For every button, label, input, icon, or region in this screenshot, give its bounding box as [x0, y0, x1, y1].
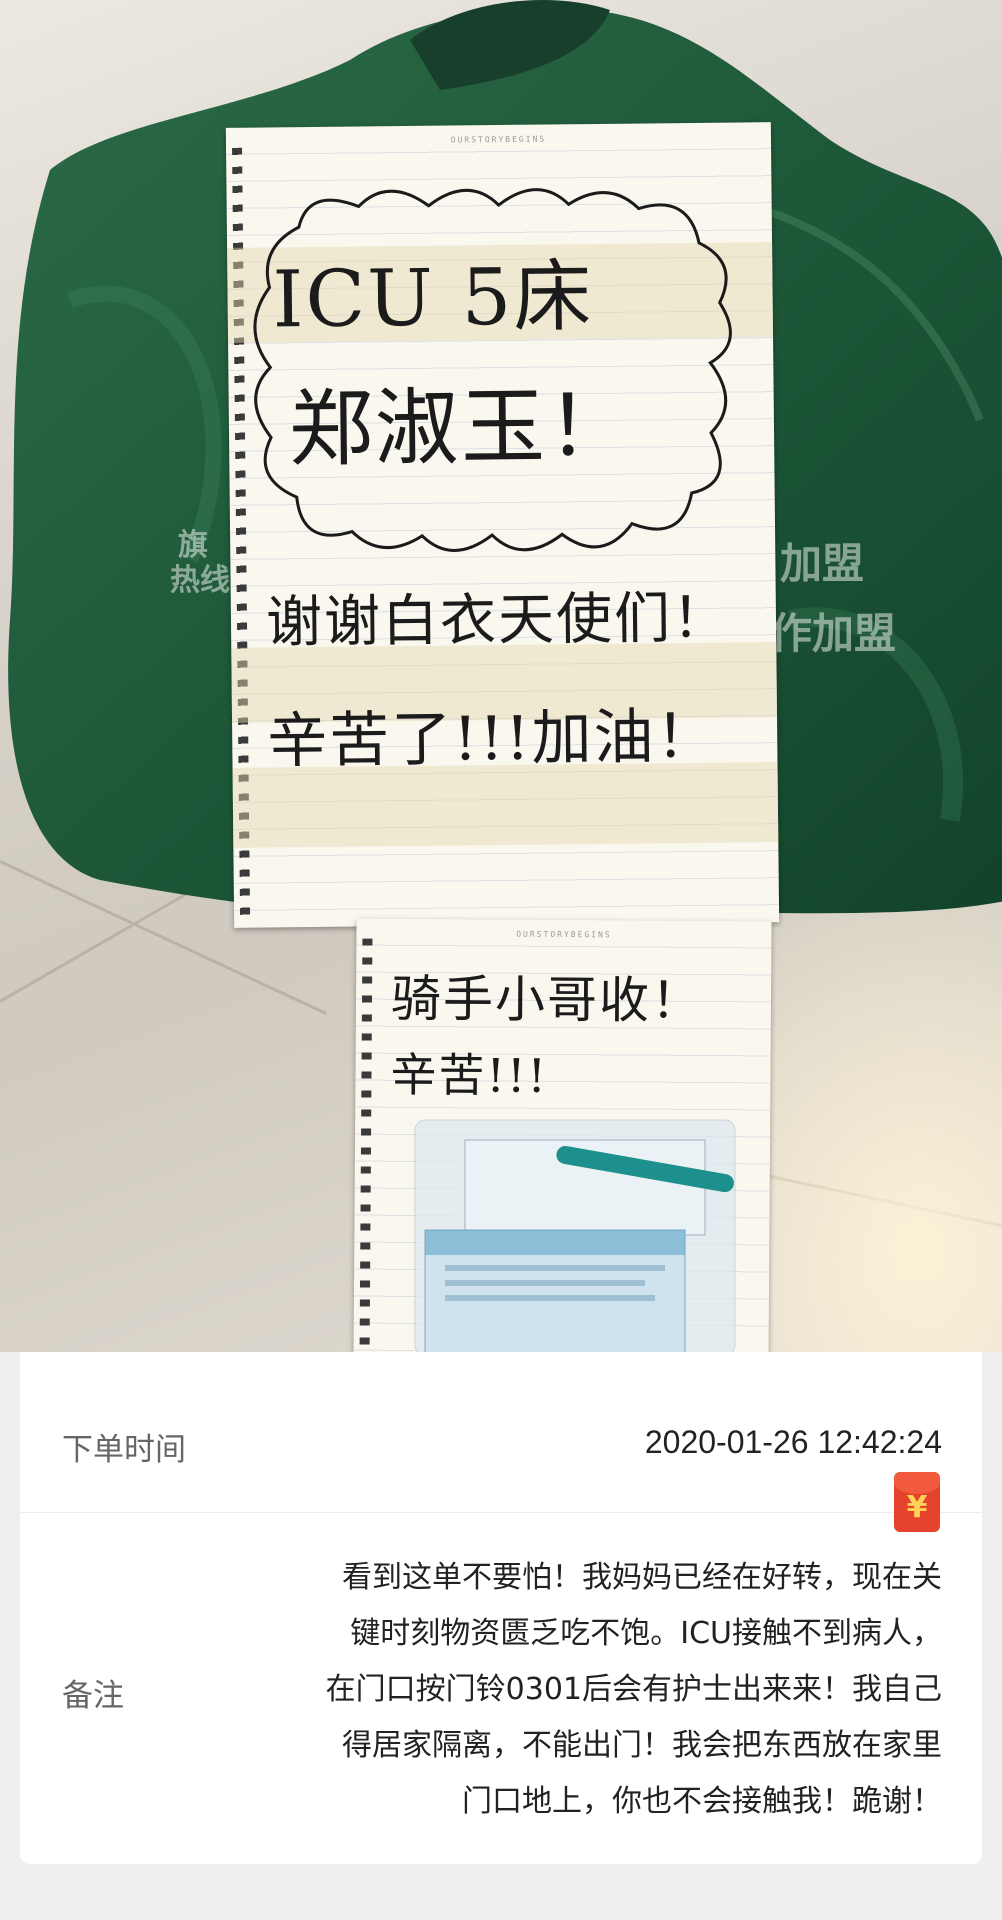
handwritten-note-main: OURSTORYBEGINS ICU 5床 郑淑玉！ 谢谢白衣天使们！ 辛苦了!…: [225, 122, 780, 928]
note-line-bed: ICU 5床: [272, 252, 594, 346]
bag-print-text: 热线: [170, 563, 230, 598]
cloud-doodle: [253, 188, 732, 552]
note-line-patient-name: 郑淑玉！: [288, 376, 634, 479]
note-line-cheer: 辛苦了!!!加油！: [266, 701, 718, 777]
order-photo: 加盟 作加盟 热线 旗 OURSTORYBEGINS ICU 5床 郑淑玉！ 谢…: [0, 0, 1002, 1352]
remark-text: 看到这单不要怕！我妈妈已经在好转，现在关 键时刻物资匮乏吃不饱。ICU接触不到病…: [222, 1550, 942, 1830]
rider-note-line1: 骑手小哥收！: [390, 969, 704, 1030]
remark-line: 在门口按门铃0301后会有护士出来来！我自己: [325, 1672, 942, 1707]
yen-symbol: ¥: [906, 1490, 928, 1525]
remark-line: 门口地上，你也不会接触我！跪谢！: [462, 1784, 942, 1819]
remark-line: 看到这单不要怕！我妈妈已经在好转，现在关: [342, 1560, 942, 1595]
note-line-thanks: 谢谢白衣天使们！: [265, 585, 731, 656]
order-time-row: [20, 1412, 982, 1513]
bag-print-text: 加盟: [780, 539, 865, 588]
gift-packet: [414, 1119, 736, 1352]
order-time-value: 2020-01-26 12:42:24: [644, 1424, 942, 1460]
order-time-label: 下单时间: [62, 1432, 186, 1467]
order-info-card: 下单时间 2020-01-26 12:42:24 ¥ 备注 看到这单不要怕！我妈…: [20, 1352, 982, 1864]
remark-line: 得居家隔离，不能出门！我会把东西放在家里: [342, 1728, 942, 1763]
remark-line: 键时刻物资匮乏吃不饱。ICU接触不到病人，: [350, 1616, 942, 1651]
bag-print-text: 旗: [178, 528, 208, 563]
bag-print-text: 作加盟: [770, 609, 897, 658]
rider-note-line2: 辛苦!!!: [390, 1047, 549, 1103]
red-envelope-icon[interactable]: ¥: [894, 1472, 940, 1532]
remark-label: 备注: [62, 1678, 124, 1713]
